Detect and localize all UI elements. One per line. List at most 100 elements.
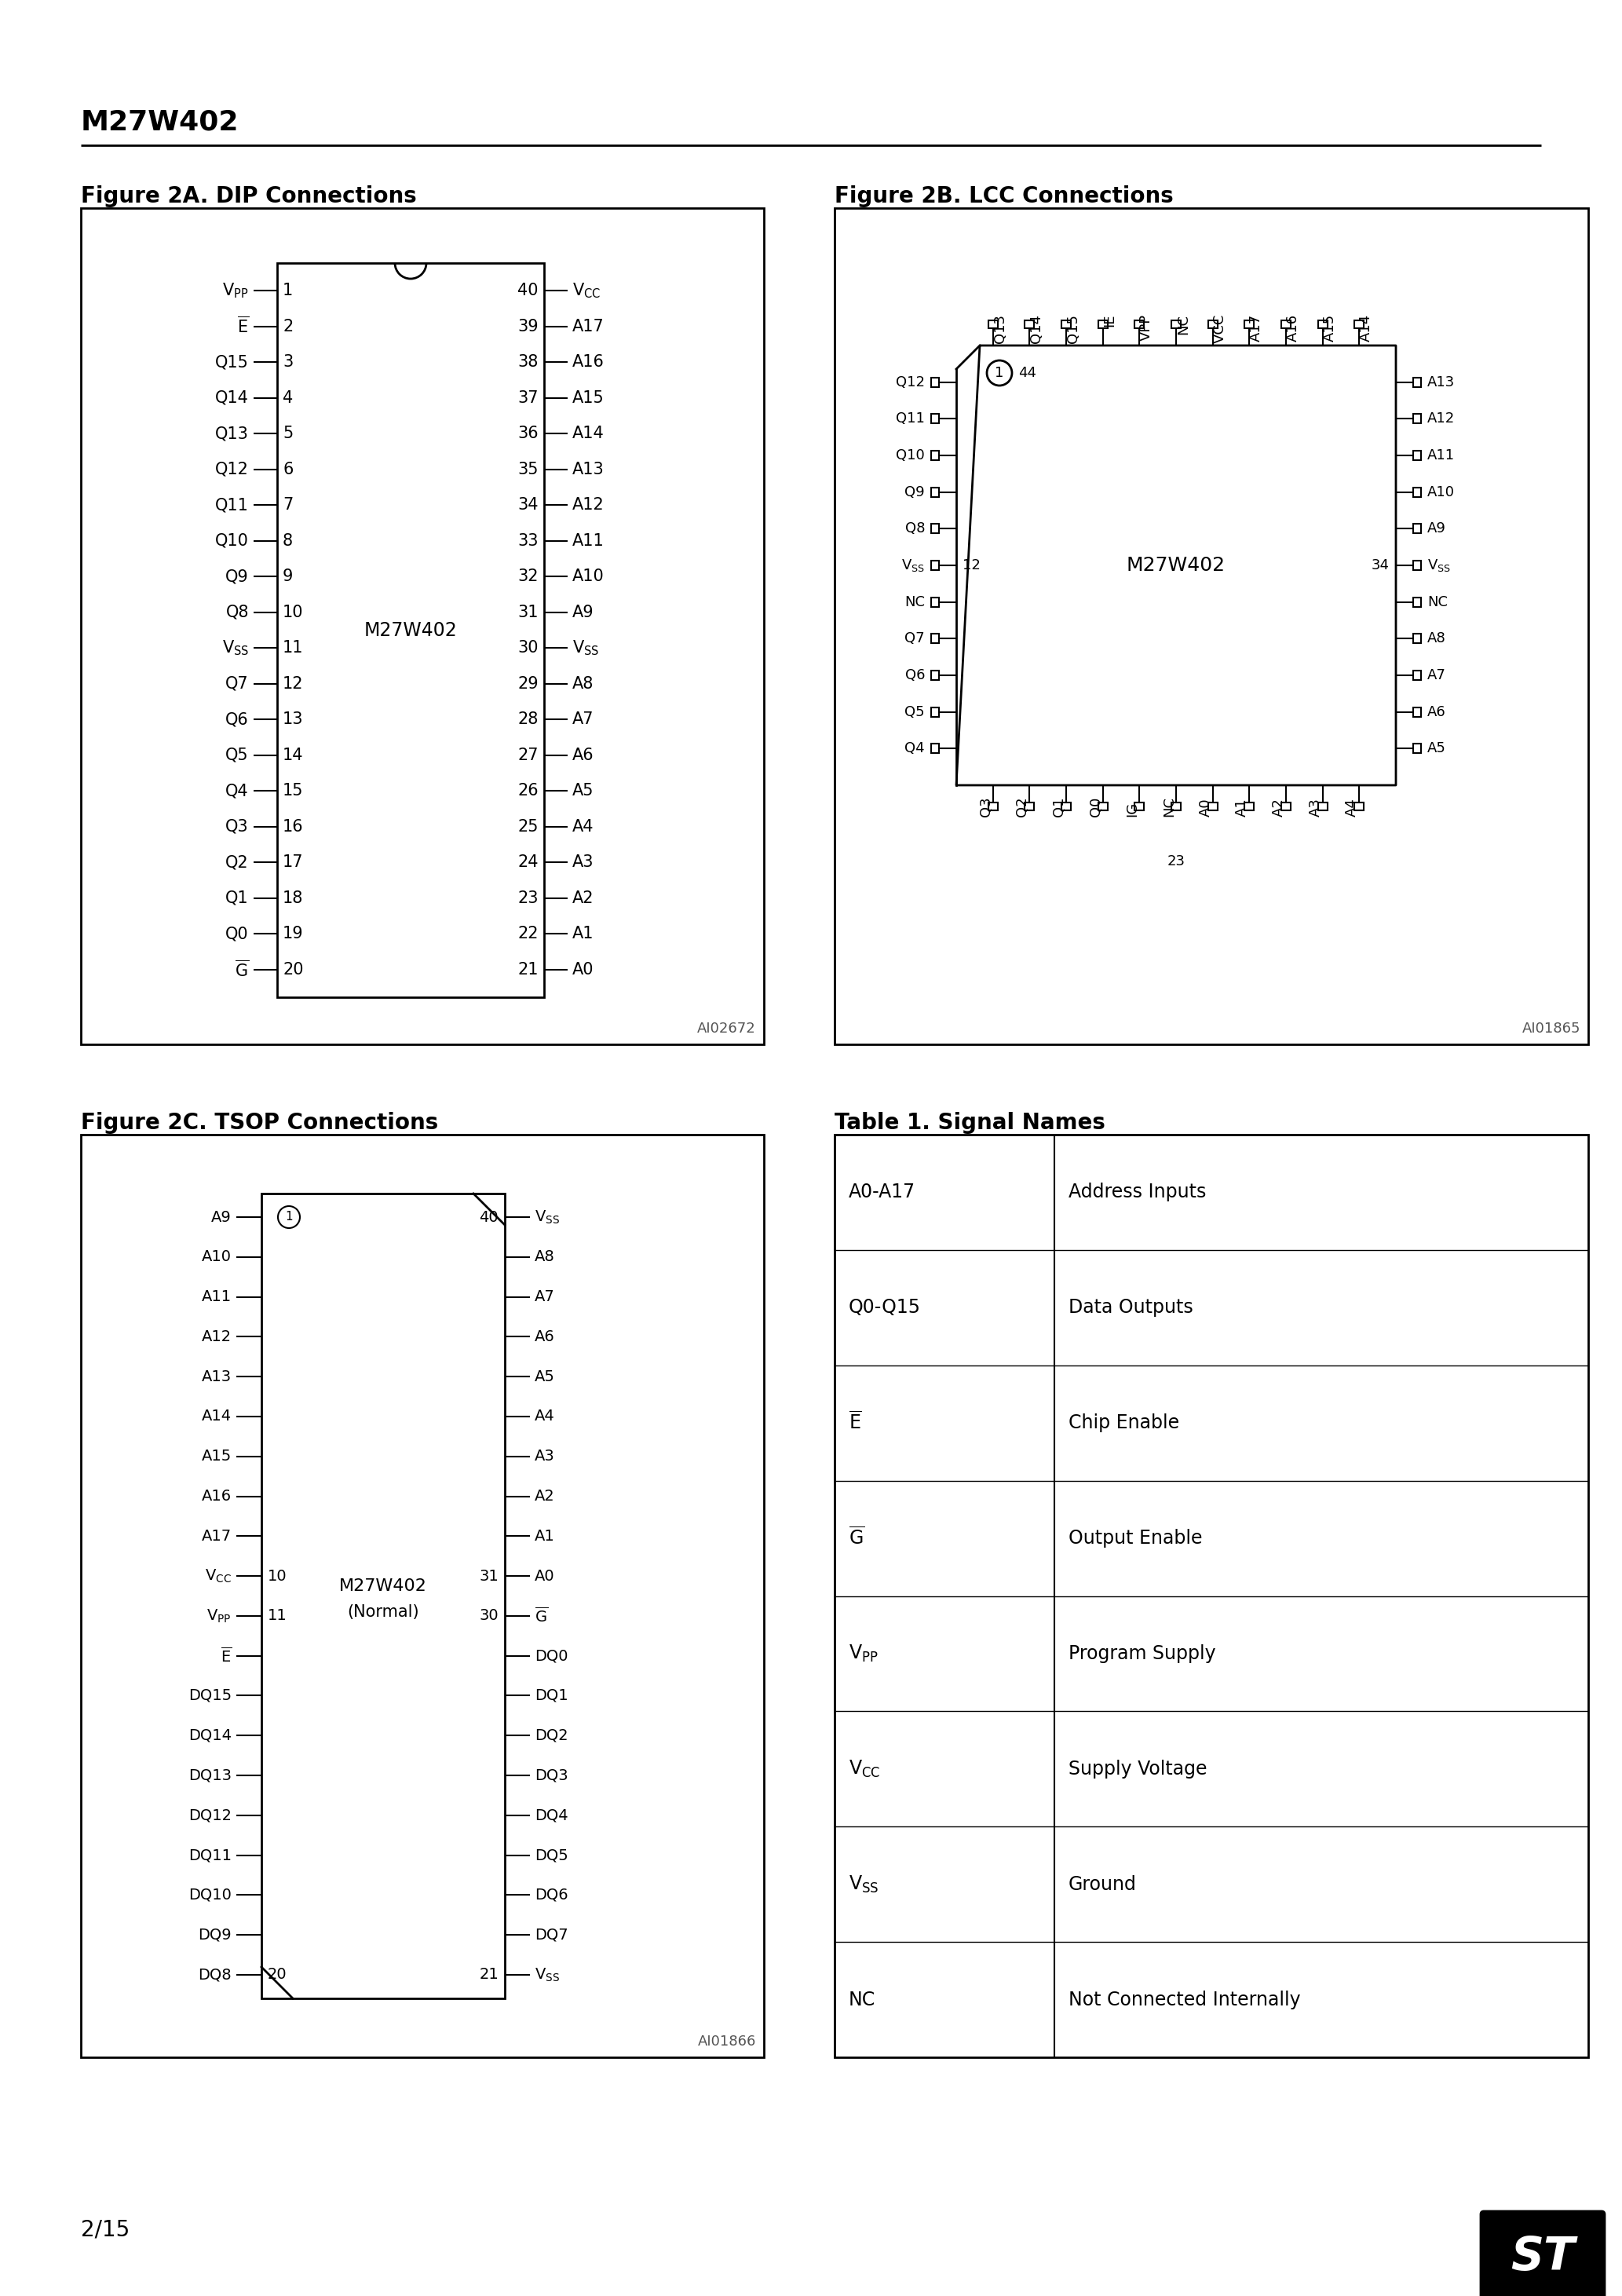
Text: 27: 27 [517, 748, 539, 762]
Text: 30: 30 [517, 641, 539, 657]
Text: A2: A2 [573, 891, 594, 907]
Text: Figure 2C. TSOP Connections: Figure 2C. TSOP Connections [81, 1111, 438, 1134]
Text: $\mathregular{V_{CC}}$: $\mathregular{V_{CC}}$ [848, 1759, 881, 1779]
Text: Q15: Q15 [1066, 315, 1080, 342]
Text: Q11: Q11 [895, 411, 925, 425]
Bar [1354, 321, 1364, 328]
Text: DQ2: DQ2 [535, 1729, 568, 1743]
Text: 38: 38 [517, 354, 539, 370]
Bar [1061, 321, 1071, 328]
Text: 4: 4 [282, 390, 294, 406]
Text: A5: A5 [535, 1368, 555, 1384]
Bar [1244, 804, 1254, 810]
Text: 37: 37 [517, 390, 539, 406]
Bar [1413, 744, 1421, 753]
Text: Q6: Q6 [225, 712, 248, 728]
Text: DQ9: DQ9 [198, 1929, 232, 1942]
Text: 31: 31 [517, 604, 539, 620]
Bar [81, 1134, 764, 2057]
Text: 40: 40 [517, 282, 539, 298]
Text: 11: 11 [282, 641, 303, 657]
Text: $\mathregular{V_{SS}}$: $\mathregular{V_{SS}}$ [1427, 558, 1450, 574]
Text: $\mathregular{V_{CC}}$: $\mathregular{V_{CC}}$ [204, 1568, 232, 1584]
Text: 44: 44 [1019, 365, 1036, 381]
Text: VPP: VPP [1139, 315, 1153, 340]
Text: Q5: Q5 [225, 748, 248, 762]
Text: A16: A16 [573, 354, 605, 370]
Bar [931, 523, 939, 533]
Text: A13: A13 [1427, 374, 1455, 390]
Text: 18: 18 [282, 891, 303, 907]
Bar [81, 209, 764, 1045]
Text: 10: 10 [268, 1568, 287, 1584]
Text: DQ10: DQ10 [188, 1887, 232, 1903]
Text: A8: A8 [573, 675, 594, 691]
Text: DQ14: DQ14 [188, 1729, 232, 1743]
Text: Q14: Q14 [1030, 315, 1043, 342]
Text: A15: A15 [573, 390, 605, 406]
Text: A14: A14 [573, 425, 605, 441]
Text: A17: A17 [201, 1529, 232, 1543]
Text: Q9: Q9 [905, 484, 925, 498]
Text: Q0: Q0 [225, 925, 248, 941]
Text: 32: 32 [517, 569, 539, 585]
Text: 29: 29 [517, 675, 539, 691]
Text: NC: NC [1176, 315, 1191, 335]
Text: 21: 21 [478, 1968, 498, 1981]
Text: A8: A8 [535, 1249, 555, 1265]
Text: ST: ST [1510, 2234, 1575, 2280]
Text: A13: A13 [201, 1368, 232, 1384]
Text: Q4: Q4 [225, 783, 248, 799]
Text: DQ11: DQ11 [188, 1848, 232, 1862]
Text: $\mathregular{V_{PP}}$: $\mathregular{V_{PP}}$ [208, 1607, 232, 1623]
Text: 9: 9 [282, 569, 294, 585]
Text: Not Connected Internally: Not Connected Internally [1069, 1991, 1301, 2009]
Text: A0: A0 [535, 1568, 555, 1584]
Text: $\mathregular{V_{PP}}$: $\mathregular{V_{PP}}$ [222, 282, 248, 301]
Text: A0: A0 [1199, 799, 1213, 817]
Text: 11: 11 [268, 1609, 287, 1623]
Text: Q11: Q11 [216, 498, 248, 512]
Bar [1061, 804, 1071, 810]
Bar [1413, 597, 1421, 606]
Text: $\mathregular{V_{SS}}$: $\mathregular{V_{SS}}$ [848, 1874, 879, 1894]
Text: $\mathregular{V_{PP}}$: $\mathregular{V_{PP}}$ [848, 1644, 879, 1665]
Text: Q8: Q8 [225, 604, 248, 620]
Text: A4: A4 [535, 1410, 555, 1424]
Text: A16: A16 [1286, 315, 1301, 342]
Text: A11: A11 [573, 533, 605, 549]
Text: A7: A7 [573, 712, 594, 728]
Text: A5: A5 [573, 783, 594, 799]
Bar [1098, 804, 1108, 810]
Text: 13: 13 [282, 712, 303, 728]
Text: 28: 28 [517, 712, 539, 728]
Text: Address Inputs: Address Inputs [1069, 1182, 1207, 1201]
Text: A5: A5 [1427, 742, 1447, 755]
Text: Q15: Q15 [216, 354, 248, 370]
Text: 2/15: 2/15 [81, 2218, 130, 2241]
Text: 23: 23 [1168, 854, 1186, 868]
Bar [1319, 804, 1327, 810]
Text: 2: 2 [282, 319, 294, 335]
Bar [1413, 487, 1421, 496]
Text: Q12: Q12 [216, 461, 248, 478]
Bar [1319, 321, 1327, 328]
Bar [1413, 670, 1421, 680]
Text: DQ4: DQ4 [535, 1807, 568, 1823]
Bar [1171, 321, 1181, 328]
Text: Q3: Q3 [978, 797, 993, 817]
Text: Q1: Q1 [225, 891, 248, 907]
Text: 21: 21 [517, 962, 539, 978]
Bar [1281, 804, 1291, 810]
Bar [1413, 523, 1421, 533]
FancyBboxPatch shape [1481, 2211, 1604, 2296]
Bar [1413, 413, 1421, 422]
Text: $\overline{\mathregular{E}}$: $\overline{\mathregular{E}}$ [221, 1646, 232, 1665]
Text: Q3: Q3 [225, 820, 248, 836]
Text: NC: NC [848, 1991, 876, 2009]
Bar [835, 209, 1588, 1045]
Text: $\overline{\mathregular{E}}$: $\overline{\mathregular{E}}$ [237, 317, 248, 335]
Text: DQ15: DQ15 [188, 1688, 232, 1704]
Text: 39: 39 [517, 319, 539, 335]
Text: 31: 31 [478, 1568, 498, 1584]
